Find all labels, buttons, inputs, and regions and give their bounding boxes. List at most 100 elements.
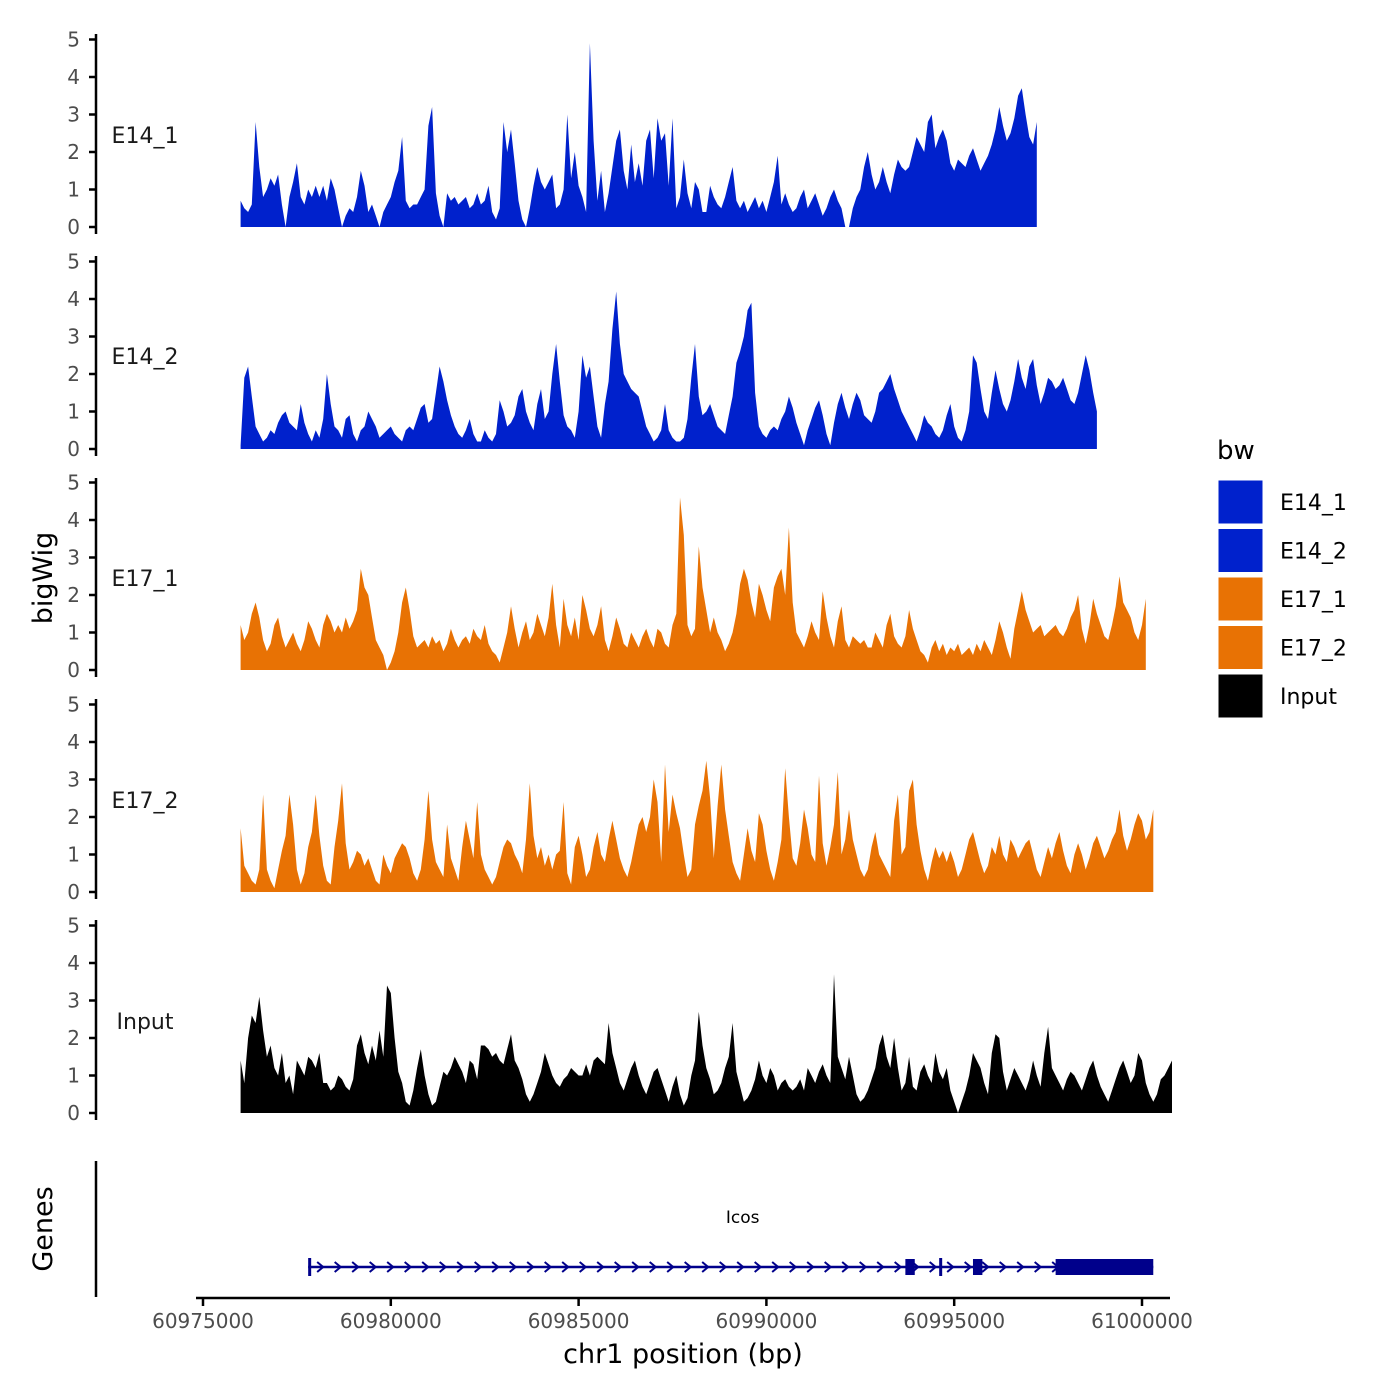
y-tick-label: 1	[67, 400, 80, 424]
y-tick-label: 4	[67, 287, 80, 311]
y-tick-label: 2	[67, 362, 80, 386]
track-label: E14_1	[112, 124, 179, 149]
track-label: E14_2	[112, 345, 179, 370]
strand-arrow	[456, 1261, 465, 1273]
gene-exon	[972, 1259, 983, 1275]
coverage-area-e14_1	[240, 43, 1037, 227]
y-tick-label: 5	[67, 471, 80, 495]
strand-arrow	[351, 1261, 360, 1273]
legend-swatch	[1217, 673, 1264, 719]
y-tick-label: 3	[67, 768, 80, 792]
y-tick-label: 2	[67, 805, 80, 829]
y-tick-label: 2	[67, 140, 80, 164]
strand-arrow	[316, 1261, 325, 1273]
strand-arrow	[824, 1261, 833, 1273]
gene-exon	[905, 1259, 915, 1275]
strand-arrow	[841, 1261, 850, 1273]
gene-exon	[1055, 1259, 1154, 1275]
y-tick-label: 5	[67, 693, 80, 717]
y-tick-label: 0	[67, 1101, 80, 1125]
legend-item-e14_2: E14_2	[1217, 528, 1347, 573]
strand-arrow	[666, 1261, 675, 1273]
strand-arrow	[334, 1261, 343, 1273]
strand-arrow	[439, 1261, 448, 1273]
strand-arrow	[684, 1261, 693, 1273]
y-tick-label: 1	[67, 843, 80, 867]
strand-arrow	[614, 1261, 623, 1273]
legend-item-e17_2: E17_2	[1217, 625, 1347, 670]
gene-exon	[939, 1258, 943, 1276]
coverage-area-e17_2	[240, 760, 1154, 892]
coverage-area-input	[240, 974, 1173, 1113]
strand-arrow	[596, 1261, 605, 1273]
strand-arrow	[1016, 1261, 1025, 1273]
track-panel-e17_2: 0 1 2 3 4 5 E17_2	[67, 693, 1154, 904]
bigwig-panels: 0 1 2 3 4 5 E14_1 0 1 2 3 4 5 E14_2 0 1 2 3 4 5 E17_1 0 1 2 3 4 5 E…	[67, 28, 1173, 1125]
strand-arrow	[894, 1261, 903, 1273]
legend-swatch	[1217, 625, 1264, 670]
strand-arrow	[999, 1261, 1008, 1273]
legend-title: bw	[1217, 436, 1255, 466]
y-tick-label: 5	[67, 28, 80, 52]
legend: bw E14_1 E14_2 E17_1 E17_2 Input	[1217, 436, 1347, 719]
x-tick-label: 60980000	[340, 1309, 442, 1333]
strand-arrow	[876, 1261, 885, 1273]
x-tick-label: 60985000	[528, 1309, 630, 1333]
strand-arrow	[421, 1261, 430, 1273]
x-tick-label: 60995000	[903, 1309, 1005, 1333]
track-panel-e14_2: 0 1 2 3 4 5 E14_2	[67, 250, 1097, 461]
legend-swatch	[1217, 576, 1264, 622]
track-panel-input: 0 1 2 3 4 5 Input	[67, 914, 1173, 1125]
y-tick-label: 0	[67, 215, 80, 239]
strand-arrow	[649, 1261, 658, 1273]
track-label: Input	[117, 1010, 174, 1035]
y-tick-label: 4	[67, 730, 80, 754]
legend-item-e17_1: E17_1	[1217, 576, 1347, 622]
strand-arrow	[719, 1261, 728, 1273]
strand-arrow	[404, 1261, 413, 1273]
y-axis-title: bigWig	[28, 532, 59, 625]
gene-exon	[308, 1258, 312, 1276]
strand-arrow	[754, 1261, 763, 1273]
legend-item-e14_1: E14_1	[1217, 479, 1347, 525]
strand-arrow	[526, 1261, 535, 1273]
coverage-area-e17_1	[240, 497, 1146, 670]
strand-arrow	[631, 1261, 640, 1273]
strand-arrow	[561, 1261, 570, 1273]
y-tick-label: 2	[67, 1026, 80, 1050]
strand-arrow	[474, 1261, 483, 1273]
gene-model-icos: Icos	[308, 1208, 1154, 1276]
strand-arrow	[929, 1261, 938, 1273]
strand-arrow	[491, 1261, 500, 1273]
y-tick-label: 1	[67, 178, 80, 202]
strand-arrow	[946, 1261, 955, 1273]
y-tick-label: 1	[67, 1064, 80, 1088]
strand-arrow	[579, 1261, 588, 1273]
gene-models: Icos	[308, 1208, 1154, 1276]
coverage-area-e14_2	[240, 291, 1097, 449]
y-tick-label: 0	[67, 880, 80, 904]
legend-swatch	[1217, 479, 1264, 525]
legend-item-input: Input	[1217, 673, 1337, 719]
strand-arrow	[771, 1261, 780, 1273]
strand-arrow	[981, 1261, 990, 1273]
legend-label: E14_1	[1280, 491, 1347, 516]
y-tick-label: 3	[67, 325, 80, 349]
strand-arrow	[544, 1261, 553, 1273]
strand-arrow	[736, 1261, 745, 1273]
legend-swatch	[1217, 528, 1264, 573]
y-tick-label: 1	[67, 621, 80, 645]
x-tick-label: 60975000	[152, 1309, 254, 1333]
y-tick-label: 4	[67, 65, 80, 89]
strand-arrow	[806, 1261, 815, 1273]
gene-name-label: Icos	[726, 1208, 760, 1228]
x-axis-ticks: 60975000 60980000 60985000 60990000 60995000…	[152, 1298, 1193, 1333]
legend-label: E17_2	[1280, 637, 1347, 662]
strand-arrow	[701, 1261, 710, 1273]
track-label: E17_1	[112, 567, 179, 592]
strand-arrow	[964, 1261, 973, 1273]
strand-arrow	[386, 1261, 395, 1273]
strand-arrow	[1034, 1261, 1043, 1273]
legend-items: E14_1 E14_2 E17_1 E17_2 Input	[1217, 479, 1347, 719]
